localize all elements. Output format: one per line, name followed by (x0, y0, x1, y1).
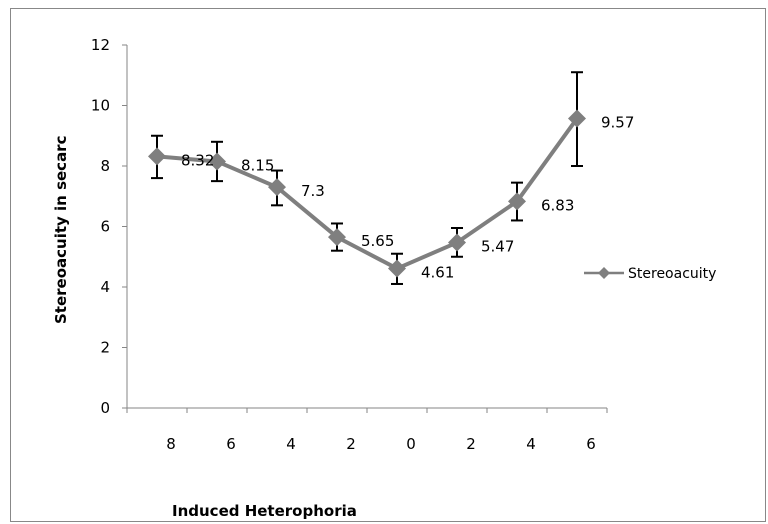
x-tick-label: 4 (286, 435, 296, 453)
legend-label: Stereoacuity (628, 266, 716, 282)
data-point (388, 259, 406, 278)
x-tick-label: 0 (406, 435, 416, 453)
y-tick-label: 10 (91, 97, 110, 115)
x-tick-label: 6 (226, 435, 236, 453)
series-line (148, 109, 586, 278)
data-label: 6.83 (541, 196, 574, 214)
data-point (568, 109, 586, 128)
data-label: 4.61 (421, 264, 454, 282)
data-point (148, 147, 166, 166)
data-labels: 8.32 8.15 7.3 5.65 4.61 5.47 6.83 9.57 (181, 114, 634, 282)
data-point (328, 228, 346, 247)
legend: Stereoacuity (584, 266, 716, 282)
y-tick-label: 6 (100, 218, 110, 236)
x-axis-title: Induced Heterophoria (172, 502, 357, 520)
y-axis-title: Stereoacuity in secarc (52, 136, 70, 324)
data-point (508, 192, 526, 211)
data-label: 7.3 (301, 182, 325, 200)
x-tick-label: 4 (526, 435, 536, 453)
y-tick-label: 4 (100, 278, 110, 296)
data-label: 8.32 (181, 151, 214, 169)
series-line-path (156, 117, 579, 271)
data-label: 5.65 (361, 232, 394, 250)
y-tick-label: 12 (91, 36, 110, 54)
x-tick-label: 6 (586, 435, 596, 453)
y-tick-label: 2 (100, 339, 110, 357)
x-tick-label: 2 (466, 435, 476, 453)
data-label: 8.15 (241, 156, 274, 174)
data-point (208, 152, 226, 171)
x-tick-label: 2 (346, 435, 356, 453)
y-tick-label: 8 (100, 157, 110, 175)
data-label: 5.47 (481, 238, 514, 256)
legend-marker (598, 267, 610, 279)
axes: 0 2 4 6 8 10 12 8 6 4 2 0 2 4 6 (91, 36, 608, 453)
data-point (268, 178, 286, 197)
data-label: 9.57 (601, 114, 634, 132)
data-point (448, 233, 466, 252)
y-tick-label: 0 (100, 399, 110, 417)
x-tick-label: 8 (166, 435, 176, 453)
